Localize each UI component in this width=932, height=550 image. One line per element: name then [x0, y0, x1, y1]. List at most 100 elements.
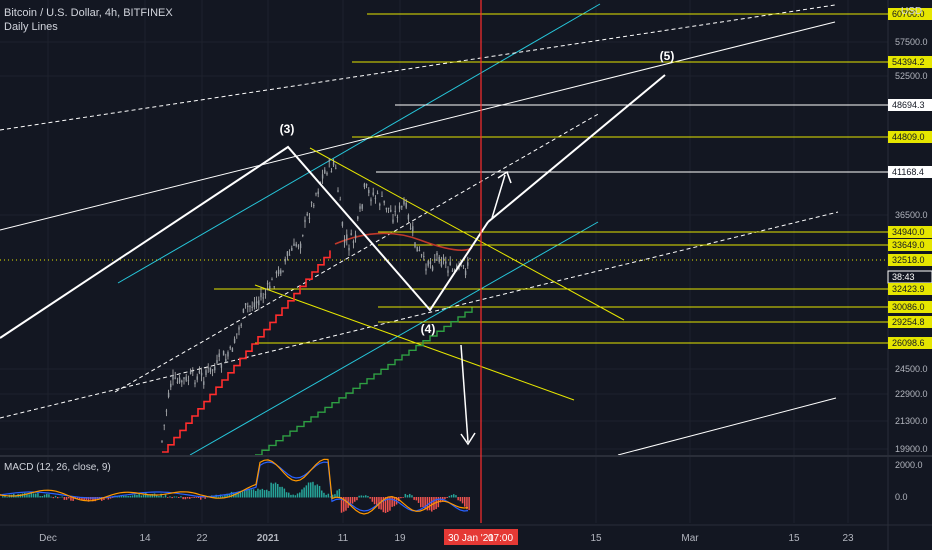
level-tag	[888, 56, 932, 68]
macd-bar	[318, 485, 321, 498]
macd-bar	[230, 491, 233, 498]
candle-body	[249, 305, 251, 307]
candle-body	[313, 205, 315, 207]
macd-bar	[175, 496, 178, 498]
candle-body	[326, 172, 328, 175]
candle-body	[273, 286, 275, 288]
candle-body	[440, 261, 443, 267]
macd-bar	[239, 492, 242, 498]
candle-body	[295, 243, 297, 247]
candle-body	[385, 207, 388, 210]
candle-body	[405, 202, 407, 208]
level-tag-label: 38:43	[892, 272, 915, 282]
macd-bar	[39, 496, 41, 498]
macd-bar	[63, 497, 66, 500]
macd-bar	[92, 497, 94, 502]
macd-bar	[327, 493, 330, 498]
macd-bar	[356, 497, 358, 501]
level-tag-label: 26098.6	[892, 338, 925, 348]
macd-bar	[468, 497, 470, 511]
macd-bar	[406, 495, 409, 498]
candle-body	[365, 183, 368, 186]
candle-body	[379, 203, 381, 206]
macd-bar	[145, 492, 147, 498]
macd-bar	[305, 485, 308, 498]
candle-body	[222, 350, 225, 356]
macd-label[interactable]: MACD (12, 26, close, 9)	[4, 462, 111, 473]
symbol-title[interactable]: Bitcoin / U.S. Dollar, 4h, BITFINEX	[4, 7, 173, 19]
macd-bar	[134, 494, 136, 498]
macd-bar	[321, 490, 323, 498]
candle-body	[396, 216, 399, 218]
macd-line	[0, 461, 469, 512]
candle-body	[286, 251, 289, 257]
candle-body	[394, 210, 396, 213]
candle-body	[436, 252, 438, 256]
white-trendline-long	[0, 21, 836, 231]
indicator-name[interactable]: Daily Lines	[4, 21, 58, 33]
candle-body	[368, 189, 370, 194]
macd-bar	[323, 492, 325, 498]
macd-bar	[261, 488, 264, 498]
level-tag-label: 30086.0	[892, 302, 925, 312]
macd-bar	[169, 496, 171, 498]
dashed-trendline-bottom	[0, 211, 839, 419]
macd-bar	[274, 482, 277, 498]
level-tag-label: 60700.0	[892, 9, 925, 19]
candle-body	[398, 205, 401, 209]
y-tick-label: 52500.0	[895, 71, 928, 81]
candle-body	[170, 383, 172, 388]
macd-bar	[149, 494, 151, 498]
macd-bar	[76, 497, 79, 500]
candle-body	[233, 338, 236, 343]
dashed-trendline-top	[0, 4, 836, 131]
macd-bar	[226, 493, 228, 498]
candle-body	[218, 353, 220, 357]
macd-bar	[147, 494, 149, 498]
candle-body	[308, 217, 311, 219]
candle-body	[315, 193, 317, 195]
macd-bar	[204, 497, 206, 499]
macd-scale-label: 2000.0	[895, 460, 923, 470]
macd-bar	[61, 496, 63, 498]
macd-bar	[244, 490, 246, 498]
candle-body	[361, 204, 363, 209]
candle-body	[330, 171, 333, 173]
macd-bar	[173, 496, 176, 498]
macd-bar	[263, 490, 266, 498]
macd-bar	[186, 497, 189, 499]
macd-bar	[136, 494, 138, 498]
macd-bar	[72, 497, 74, 501]
macd-bar	[393, 497, 396, 507]
macd-bar	[54, 495, 57, 498]
candle-body	[282, 270, 284, 272]
candle-body	[359, 206, 361, 209]
candle-body	[469, 258, 471, 260]
macd-bar	[334, 494, 336, 498]
candle-body	[161, 440, 163, 442]
level-tag-label: 32423.9	[892, 284, 925, 294]
small-up-arrow	[491, 174, 506, 219]
macd-bar	[85, 497, 88, 500]
macd-bar	[83, 497, 85, 501]
candle-body	[220, 364, 223, 368]
candle-body	[200, 372, 203, 376]
macd-bar	[184, 497, 187, 500]
macd-bar	[87, 497, 90, 502]
macd-bar	[376, 497, 378, 507]
candle-body	[418, 249, 421, 251]
level-tag	[888, 283, 932, 295]
candle-body	[284, 259, 286, 262]
macd-bar	[200, 497, 202, 500]
candle-body	[229, 346, 231, 349]
candle-body	[357, 216, 359, 220]
cursor-time-tag	[444, 529, 518, 545]
candle-body	[293, 243, 295, 246]
macd-bar	[151, 493, 154, 498]
macd-bar	[116, 496, 118, 498]
currency-label[interactable]: USD	[901, 6, 923, 17]
macd-bar	[307, 482, 310, 498]
level-tag	[888, 239, 932, 251]
white-trendline-lower	[617, 397, 837, 455]
